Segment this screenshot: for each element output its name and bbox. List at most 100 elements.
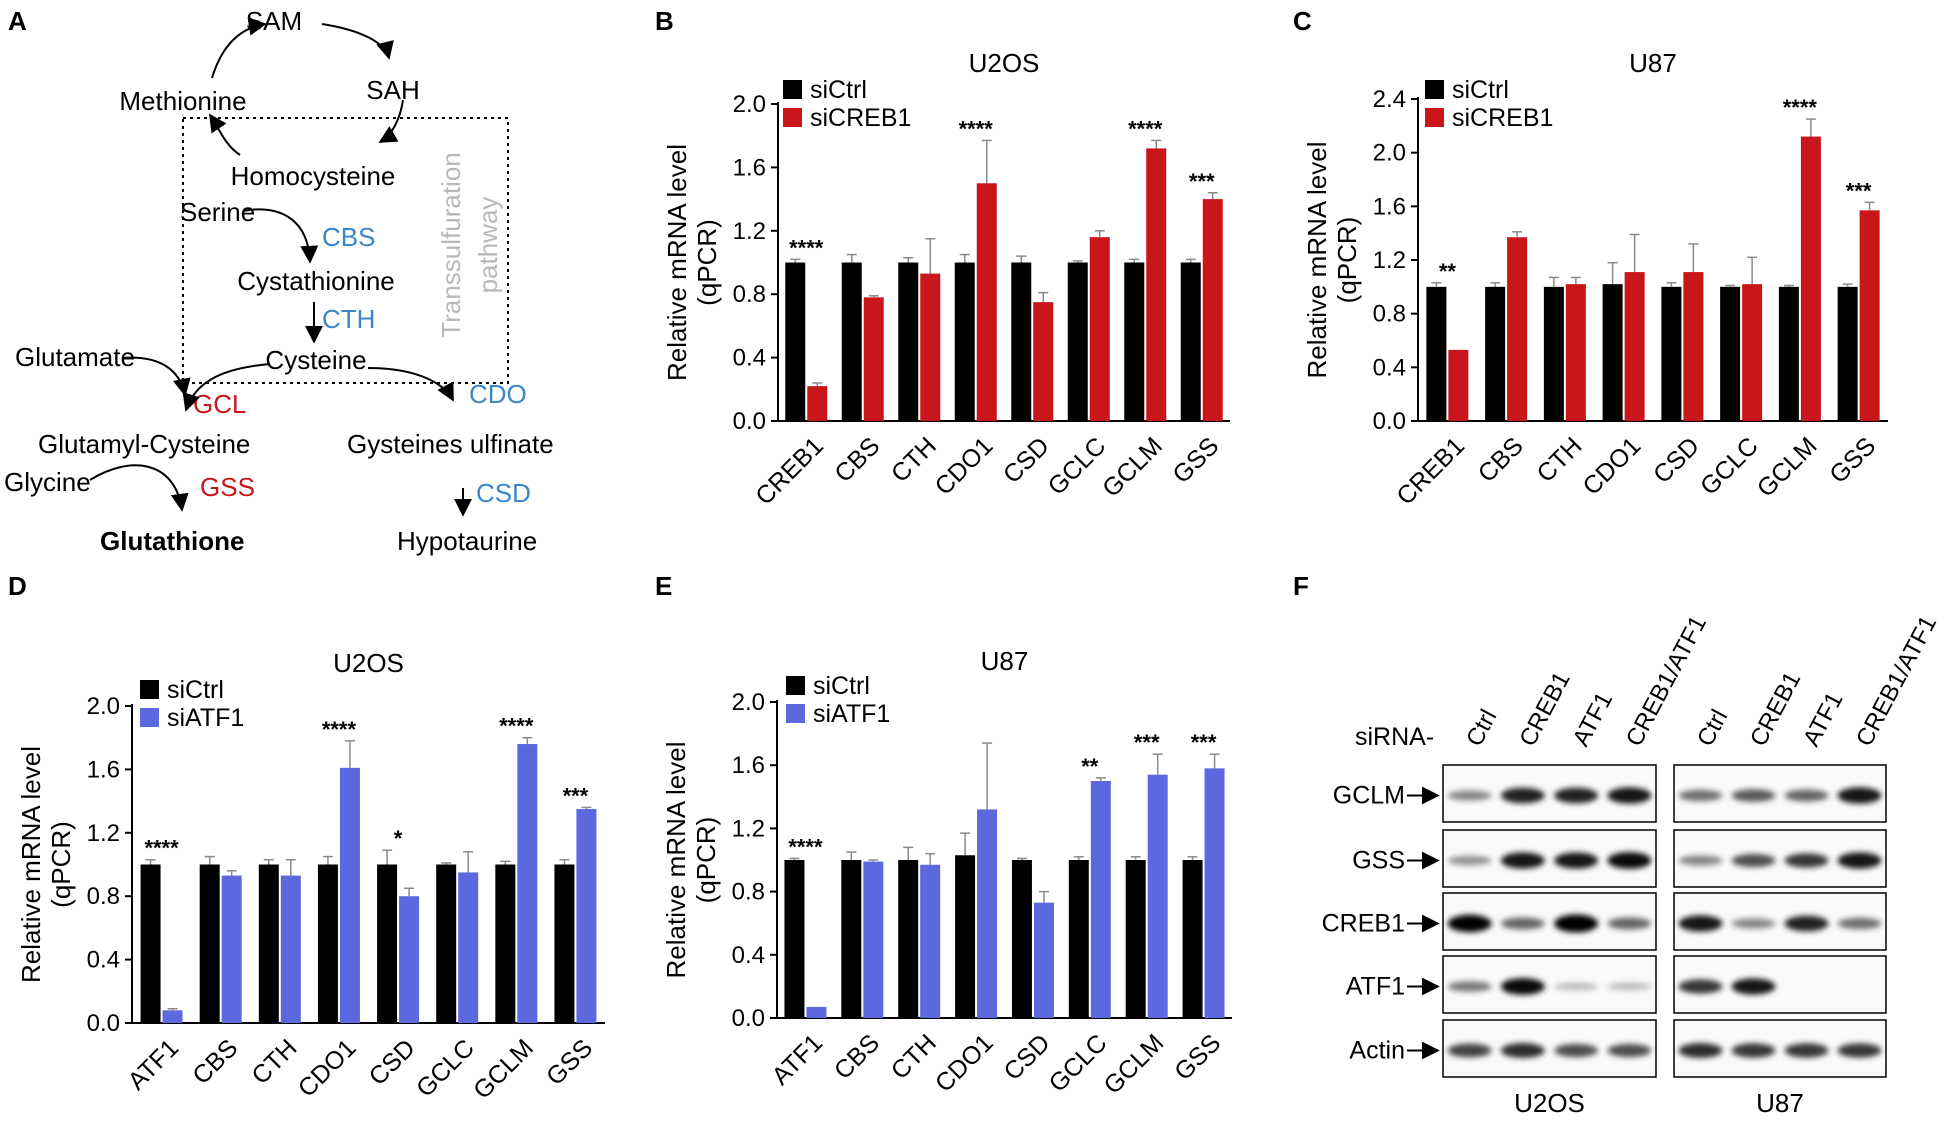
blot-band <box>1447 790 1492 801</box>
blot-band <box>1447 981 1492 992</box>
blot-band <box>1447 914 1492 933</box>
legend-label-sictrl: siCtrl <box>813 672 870 700</box>
bar-sictrl-cbs <box>841 262 862 421</box>
bar-sictrl-gclm <box>1125 860 1146 1018</box>
y-axis-label-unit: (qPCR) <box>692 219 722 306</box>
x-tick-label-gclm: GCLM <box>1752 432 1823 503</box>
blot-band <box>1554 914 1599 933</box>
bar-siatf1-cdo1 <box>339 767 360 1023</box>
y-tick-label: 0.0 <box>732 1005 765 1032</box>
blot-band <box>1837 917 1882 930</box>
glutathione-label: Glutathione <box>100 526 244 556</box>
y-tick-label: 2.0 <box>733 91 766 118</box>
y-tick-label: 0.0 <box>733 408 766 435</box>
panel-c-bar-chart: U87 Relative mRNA level (qPCR) 0.0 0.4 0.8 1.2… <box>1302 48 1888 511</box>
bar-siatf1-cth <box>920 864 941 1018</box>
panel-label-b: B <box>655 6 674 36</box>
y-tick-label: 2.0 <box>732 689 765 716</box>
y-tick-label: 0.8 <box>732 879 765 906</box>
glutamyl-cysteine-label: Glutamyl-Cysteine <box>38 429 250 459</box>
blot-band <box>1607 787 1652 804</box>
bar-siatf1-csd <box>1033 902 1054 1018</box>
significance-marker: **** <box>1783 95 1818 120</box>
x-tick-label-creb1: CREB1 <box>1391 432 1470 511</box>
transsulfuration-label: Transsulfuration <box>436 152 466 337</box>
bar-sicreb1-gss <box>1859 210 1880 421</box>
y-tick-label: 0.4 <box>732 942 765 969</box>
lane-label-u2os-0: Ctrl <box>1461 705 1502 751</box>
bar-sictrl-cdo1 <box>1602 284 1623 421</box>
lane-label-u87-3: CREB1/ATF1 <box>1851 611 1942 750</box>
significance-marker: **** <box>144 836 179 861</box>
chart-title: U87 <box>1629 48 1677 78</box>
x-tick-label-gss: GSS <box>1824 432 1881 489</box>
bar-siatf1-gclc <box>458 872 479 1023</box>
homocysteine-label: Homocysteine <box>231 161 396 191</box>
legend-swatch-sictrl <box>783 80 802 99</box>
x-tick-label-gss: GSS <box>541 1034 598 1091</box>
blot-band <box>1554 1043 1599 1058</box>
pathway-diagram: A SAM SAH Methionine Homocysteine Serine… <box>4 6 554 556</box>
sah-label: SAH <box>366 75 419 105</box>
transsulfuration-box <box>182 117 509 384</box>
pathway-label: pathway <box>473 197 503 294</box>
panel-d-bar-chart: U2OS Relative mRNA level (qPCR) 0.0 0.4 0.8 1.… <box>16 648 605 1105</box>
bar-sictrl-gclc <box>1068 860 1089 1018</box>
legend-swatch-sictrl <box>1425 80 1444 99</box>
x-tick-label-gclc: GCLC <box>1695 432 1764 501</box>
x-tick-label-cbs: CBS <box>187 1034 243 1090</box>
legend-label-sictrl: siCtrl <box>167 676 224 704</box>
bar-siatf1-cdo1 <box>977 809 998 1018</box>
blot-band <box>1447 855 1492 866</box>
bar-siatf1-cbs <box>221 875 242 1023</box>
bar-sictrl-gclm <box>495 864 516 1023</box>
bar-sicreb1-cth <box>920 273 941 421</box>
legend-swatch-siatf1 <box>786 704 805 723</box>
bar-sictrl-gss <box>554 864 575 1023</box>
bar-sictrl-cbs <box>199 864 220 1023</box>
blot-band <box>1607 1043 1652 1058</box>
x-tick-label-atf1: ATF1 <box>766 1029 828 1091</box>
significance-marker: *** <box>1846 178 1872 203</box>
significance-marker: **** <box>322 717 357 742</box>
blot-row-label-gss: GSS <box>1352 847 1405 875</box>
panel-label-f: F <box>1293 571 1309 601</box>
chart-title: U87 <box>981 646 1029 676</box>
x-tick-label-cdo1: CDO1 <box>930 432 999 501</box>
blot-band <box>1731 918 1776 929</box>
blot-band <box>1837 787 1882 804</box>
panel-label-a: A <box>8 6 27 36</box>
blot-band <box>1678 915 1723 932</box>
significance-marker: * <box>394 826 403 851</box>
bar-sictrl-gss <box>1837 286 1858 421</box>
bar-siatf1-atf1 <box>806 1006 827 1018</box>
bar-sictrl-cdo1 <box>954 262 975 421</box>
y-tick-label: 0.4 <box>1373 354 1406 381</box>
legend-swatch-siatf1 <box>140 708 159 727</box>
bar-sictrl-cbs <box>841 860 862 1018</box>
blot-band <box>1837 1043 1882 1058</box>
bar-siatf1-gclm <box>1147 774 1168 1018</box>
cbs-label: CBS <box>322 222 375 252</box>
serine-label: Serine <box>180 197 255 227</box>
blot-band <box>1500 787 1545 804</box>
legend-swatch-sictrl <box>140 680 159 699</box>
bar-sictrl-gclm <box>1124 262 1145 421</box>
panel-label-d: D <box>8 571 27 601</box>
panel-label-e: E <box>655 571 672 601</box>
y-axis-label-unit: (qPCR) <box>691 817 721 904</box>
y-axis-label: Relative mRNA level <box>661 742 691 979</box>
legend-swatch-sictrl <box>786 676 805 695</box>
panel-e-bar-chart: U87 Relative mRNA level (qPCR) 0.0 0.4 0.8 1.2… <box>661 646 1232 1100</box>
blot-band <box>1731 853 1776 868</box>
blot-band <box>1678 855 1723 866</box>
significance-marker: *** <box>1189 169 1215 194</box>
y-tick-label: 1.2 <box>732 815 765 842</box>
bar-sictrl-csd <box>1661 286 1682 421</box>
legend-swatch-sicreb1 <box>1425 108 1444 127</box>
bar-sictrl-gclc <box>1067 262 1088 421</box>
bar-sictrl-csd <box>1011 860 1032 1018</box>
blot-band <box>1731 789 1776 802</box>
bar-sicreb1-gclm <box>1146 148 1167 421</box>
